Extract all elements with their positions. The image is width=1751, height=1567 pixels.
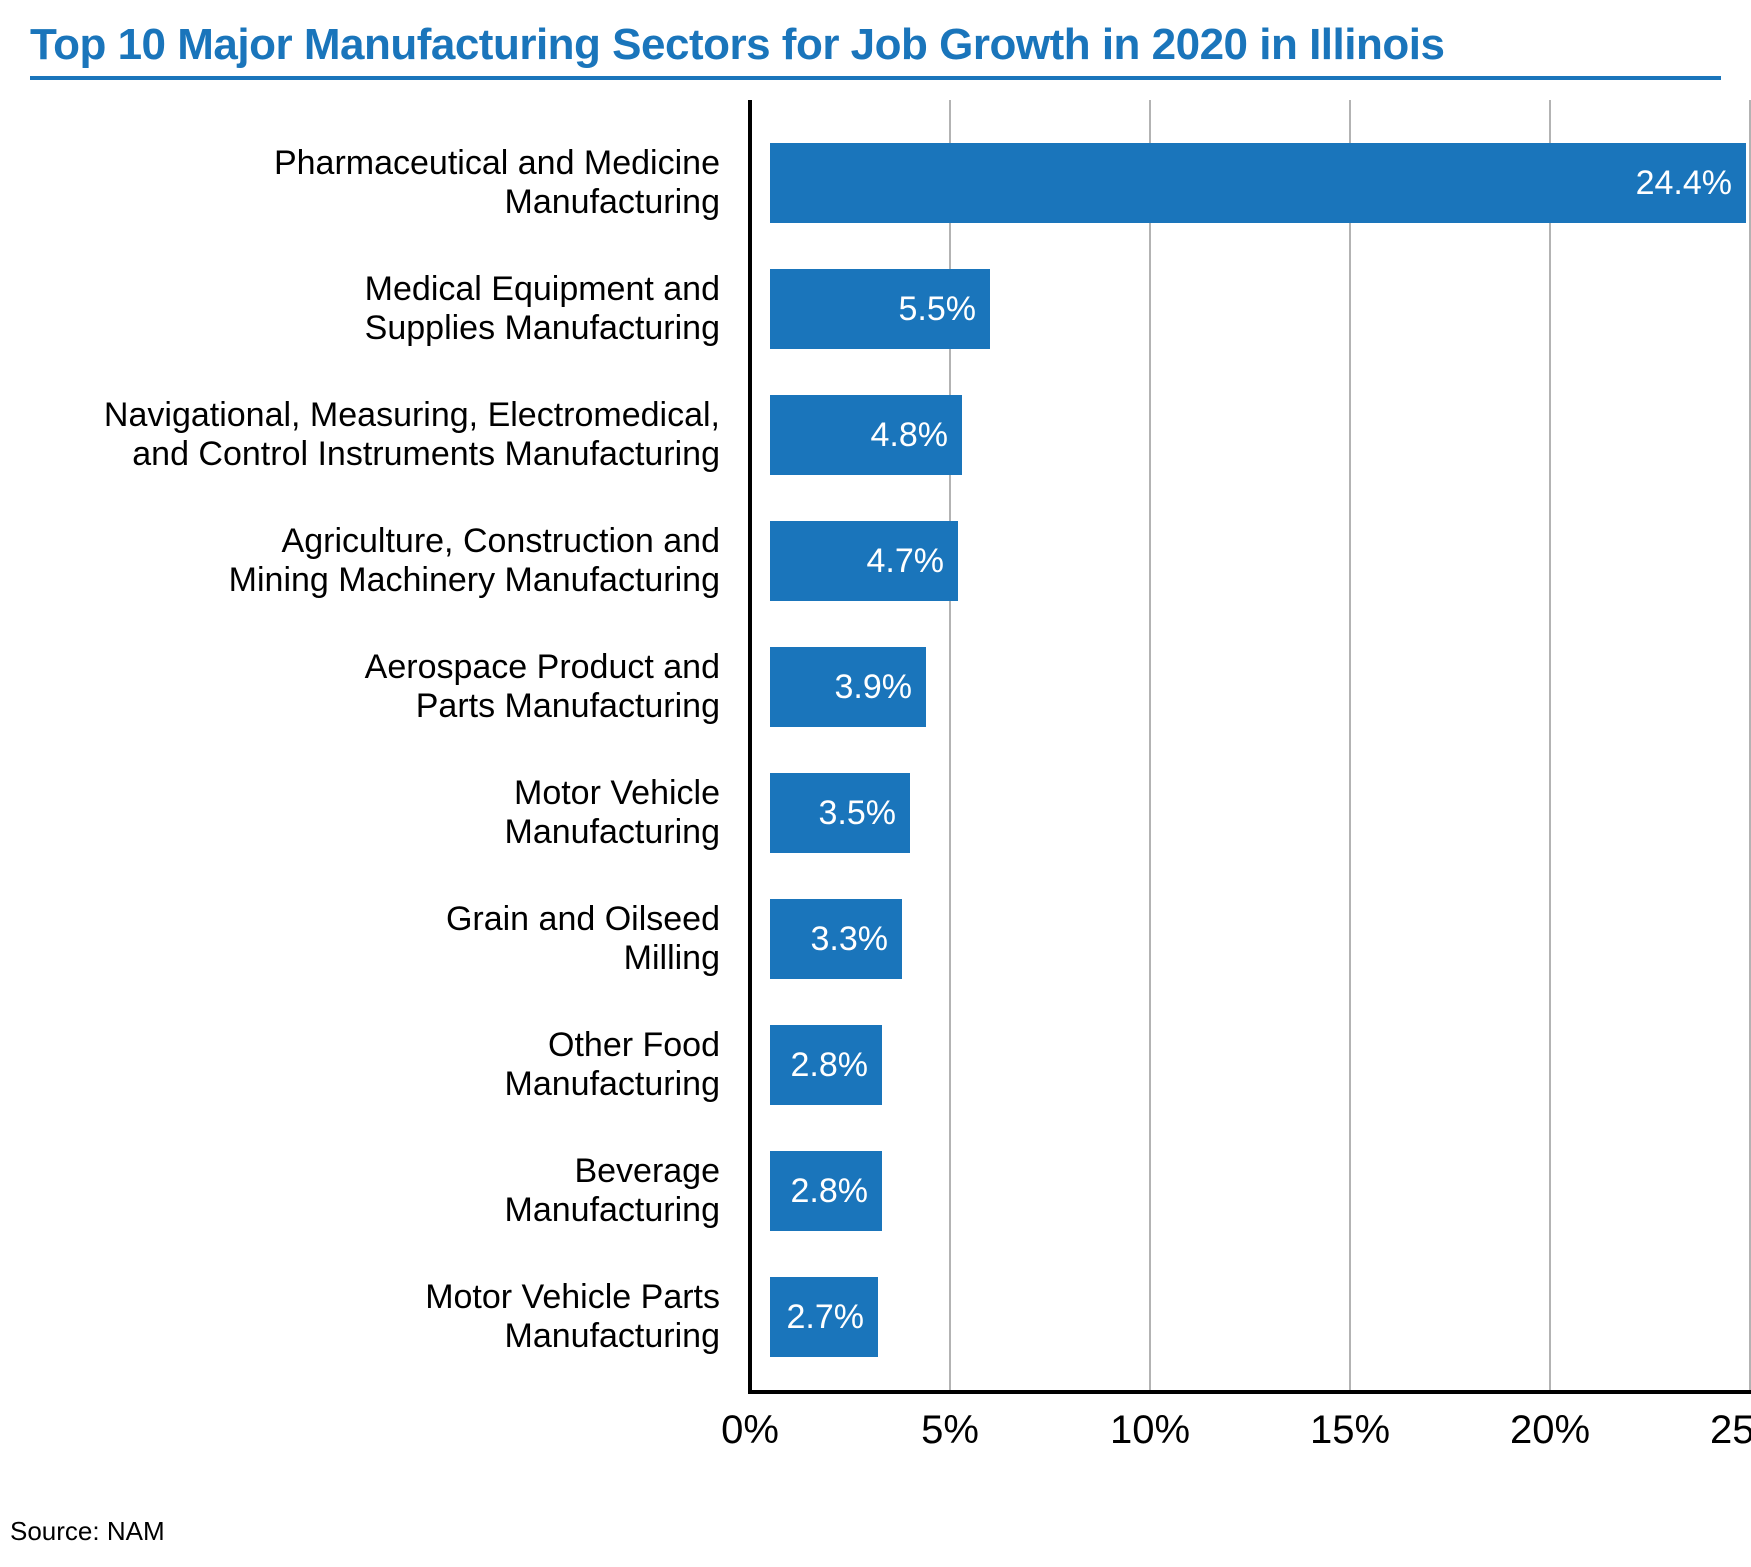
bar: 3.5% <box>770 773 910 853</box>
y-axis <box>748 100 752 1390</box>
category-label: Motor VehicleManufacturing <box>30 774 740 852</box>
category-label: Medical Equipment andSupplies Manufactur… <box>30 270 740 348</box>
bar: 2.8% <box>770 1025 882 1105</box>
bar-value-label: 3.3% <box>811 920 889 959</box>
bar-track: 24.4% <box>770 120 1721 246</box>
chart-row: Aerospace Product andParts Manufacturing… <box>30 624 1721 750</box>
bar-value-label: 4.8% <box>871 416 949 455</box>
category-label: Agriculture, Construction andMining Mach… <box>30 522 740 600</box>
chart-row: Grain and OilseedMilling 3.3% <box>30 876 1721 1002</box>
bar: 3.9% <box>770 647 926 727</box>
bar: 24.4% <box>770 143 1746 223</box>
bar-track: 2.7% <box>770 1254 1721 1380</box>
source-label: Source: NAM <box>10 1516 165 1547</box>
x-tick-label: 10% <box>1110 1408 1190 1453</box>
chart-row: Pharmaceutical and MedicineManufacturing… <box>30 120 1721 246</box>
category-label: Pharmaceutical and MedicineManufacturing <box>30 144 740 222</box>
chart-container: Top 10 Major Manufacturing Sectors for J… <box>0 0 1751 1567</box>
chart-row: BeverageManufacturing 2.8% <box>30 1128 1721 1254</box>
category-label: Grain and OilseedMilling <box>30 900 740 978</box>
bar-value-label: 3.5% <box>819 794 897 833</box>
bar-value-label: 5.5% <box>899 290 977 329</box>
bar-track: 4.8% <box>770 372 1721 498</box>
chart-row: Motor VehicleManufacturing 3.5% <box>30 750 1721 876</box>
bar: 4.7% <box>770 521 958 601</box>
bar-value-label: 2.8% <box>791 1172 869 1211</box>
bar: 2.7% <box>770 1277 878 1357</box>
title-underline <box>30 76 1721 80</box>
chart-row: Agriculture, Construction andMining Mach… <box>30 498 1721 624</box>
chart-row: Navigational, Measuring, Electromedical,… <box>30 372 1721 498</box>
bar-track: 3.5% <box>770 750 1721 876</box>
bar-track: 3.3% <box>770 876 1721 1002</box>
category-label: Aerospace Product andParts Manufacturing <box>30 648 740 726</box>
x-tick-label: 25% <box>1710 1408 1751 1453</box>
bar: 2.8% <box>770 1151 882 1231</box>
bar-track: 2.8% <box>770 1128 1721 1254</box>
chart-title: Top 10 Major Manufacturing Sectors for J… <box>30 20 1721 70</box>
chart-plot-area: Pharmaceutical and MedicineManufacturing… <box>30 100 1721 1400</box>
category-label: BeverageManufacturing <box>30 1152 740 1230</box>
bar-value-label: 3.9% <box>835 668 913 707</box>
category-label: Motor Vehicle PartsManufacturing <box>30 1278 740 1356</box>
bar-track: 5.5% <box>770 246 1721 372</box>
chart-row: Medical Equipment andSupplies Manufactur… <box>30 246 1721 372</box>
bar-value-label: 2.8% <box>791 1046 869 1085</box>
bar: 3.3% <box>770 899 902 979</box>
x-tick-label: 20% <box>1510 1408 1590 1453</box>
bar: 5.5% <box>770 269 990 349</box>
bar-track: 3.9% <box>770 624 1721 750</box>
bar-value-label: 24.4% <box>1636 164 1732 203</box>
bar-value-label: 2.7% <box>787 1298 865 1337</box>
bar: 4.8% <box>770 395 962 475</box>
bar-value-label: 4.7% <box>867 542 945 581</box>
x-tick-label: 15% <box>1310 1408 1390 1453</box>
bar-track: 4.7% <box>770 498 1721 624</box>
category-label: Navigational, Measuring, Electromedical,… <box>30 396 740 474</box>
category-label: Other FoodManufacturing <box>30 1026 740 1104</box>
x-axis <box>748 1390 1751 1394</box>
chart-row: Other FoodManufacturing 2.8% <box>30 1002 1721 1128</box>
chart-row: Motor Vehicle PartsManufacturing 2.7% <box>30 1254 1721 1380</box>
x-tick-label: 5% <box>921 1408 979 1453</box>
bar-track: 2.8% <box>770 1002 1721 1128</box>
x-tick-label: 0% <box>721 1408 779 1453</box>
